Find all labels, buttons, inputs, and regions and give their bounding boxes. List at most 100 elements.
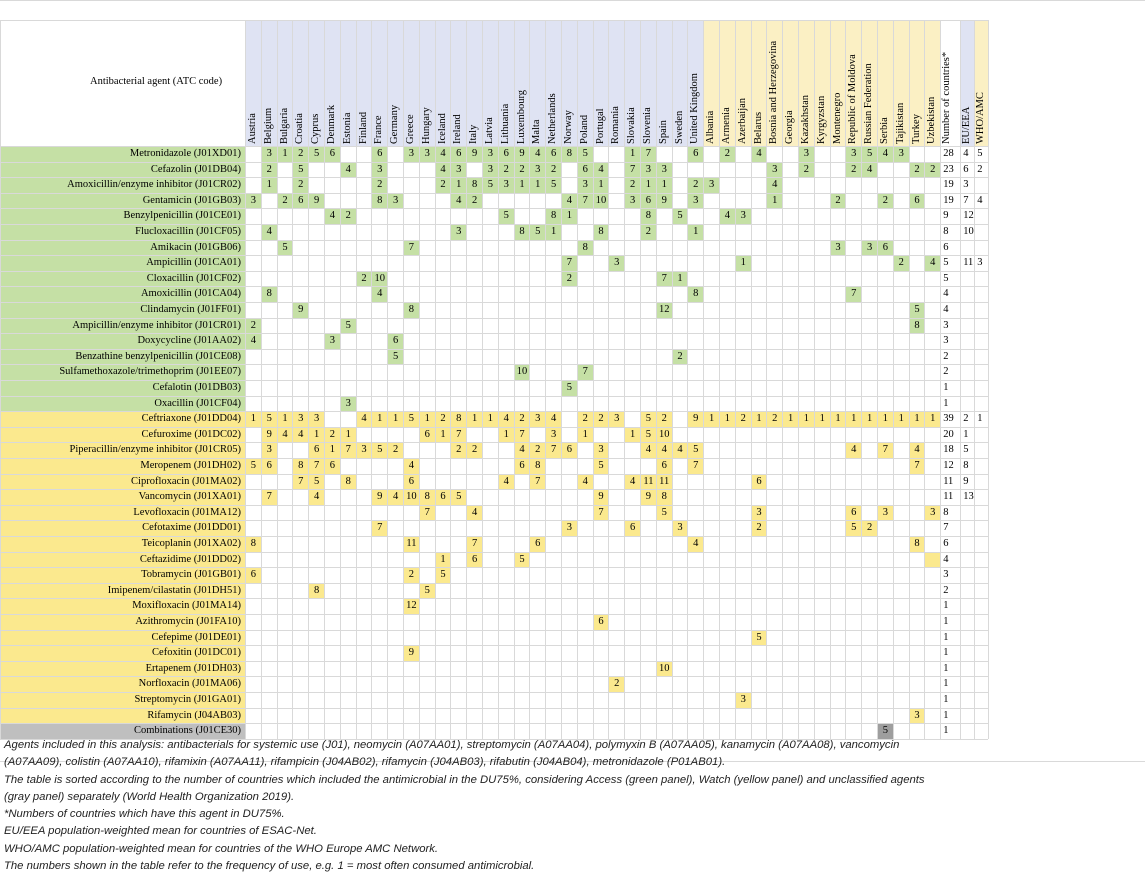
- table-cell: 4: [498, 412, 514, 427]
- table-cell: 1: [625, 427, 640, 443]
- row-label: Piperacillin/enzyme inhibitor (J01CR05): [69, 444, 241, 456]
- grid-line-v: [576, 20, 578, 739]
- who-amc-cell: 5: [977, 148, 983, 159]
- column-header-country: Romania: [610, 106, 622, 144]
- who-amc-cell: [975, 303, 988, 318]
- table-cell: 3: [925, 505, 941, 521]
- table-cell: 5: [404, 412, 419, 427]
- who-amc-cell: [975, 615, 988, 630]
- count-cell: 1: [943, 631, 949, 643]
- table-cell: 3: [451, 162, 467, 178]
- column-header-country: Germany: [389, 104, 401, 144]
- who-amc-cell: [975, 287, 988, 302]
- table-cell: 3: [404, 147, 419, 162]
- grid-line-v: [0, 20, 1, 739]
- table-cell: 4: [514, 443, 530, 458]
- table-cell: 6: [451, 147, 467, 162]
- row-label-bg: [0, 598, 245, 614]
- row-label-bg: [0, 317, 245, 334]
- grid-line-h: [0, 395, 989, 397]
- table-cell: 1: [435, 552, 451, 568]
- row-label: Ampicillin/enzyme inhibitor (J01CR01): [72, 319, 241, 331]
- table-cell: 1: [435, 427, 451, 443]
- table-cell: 6: [656, 459, 672, 474]
- column-header-country: Montenegro: [831, 92, 843, 144]
- grid-line-v: [908, 20, 910, 739]
- table-cell: 1: [767, 193, 783, 209]
- table-cell: 9: [641, 490, 656, 505]
- who-amc-cell: [975, 490, 988, 505]
- who-amc-cell: [975, 178, 988, 193]
- row-label-bg: [0, 660, 245, 677]
- eu-eea-cell: 9: [963, 475, 969, 487]
- table-cell: 8: [546, 209, 561, 224]
- row-label: Tobramycin (J01GB01): [141, 569, 241, 581]
- grid-line-h: [0, 333, 989, 335]
- column-header-country: Sweden: [673, 110, 685, 144]
- row-label-bg: [0, 192, 245, 209]
- row-label-bg: [0, 458, 245, 474]
- table-cell: 3: [261, 147, 277, 162]
- table-cell: 1: [704, 412, 719, 427]
- eu-eea-cell: 7: [963, 194, 969, 206]
- table-cell: 6: [878, 240, 893, 256]
- table-cell: 7: [688, 459, 704, 474]
- grid-line-v: [592, 20, 594, 739]
- grid-line-h: [0, 645, 989, 647]
- table-cell: 8: [309, 583, 324, 599]
- column-header-country: Kyrgyzstan: [815, 95, 827, 144]
- table-cell: 1: [419, 412, 435, 427]
- count-cell: 4: [943, 288, 949, 300]
- row-label-bg: [0, 551, 245, 568]
- row-label-bg: [0, 348, 245, 365]
- table-cell: 4: [498, 474, 514, 490]
- who-amc-cell: [975, 537, 988, 552]
- table-cell: 12: [656, 303, 672, 318]
- column-header-country: Albania: [705, 110, 717, 144]
- count-cell: 1: [943, 725, 949, 737]
- table-cell: 4: [435, 162, 451, 178]
- table-cell: 1: [783, 412, 798, 427]
- note-line: (A07AA09), colistin (A07AA10), rifamixin…: [4, 756, 726, 769]
- row-label: Amoxicillin (J01CA04): [140, 288, 241, 300]
- row-label-bg: [0, 255, 245, 271]
- grid-line-h: [0, 614, 989, 615]
- table-cell: 7: [309, 459, 324, 474]
- table-cell: 4: [435, 147, 451, 162]
- table-cell: 1: [246, 412, 261, 427]
- count-cell: 39: [943, 413, 954, 425]
- table-cell: 1: [925, 412, 941, 427]
- who-amc-cell: [975, 677, 988, 692]
- table-cell: 5: [451, 490, 467, 505]
- table-cell: 4: [546, 412, 561, 427]
- row-label-bg: [0, 426, 245, 443]
- row-label: Cefuroxime (J01DC02): [141, 428, 241, 440]
- table-cell: 4: [277, 427, 293, 443]
- table-cell: 4: [625, 474, 640, 490]
- table-cell: 3: [688, 193, 704, 209]
- table-cell: 11: [404, 537, 419, 552]
- row-label: Cefotaxime (J01DD01): [142, 522, 241, 534]
- who-amc-cell: [975, 225, 988, 240]
- note-line: Agents included in this analysis: antiba…: [4, 739, 900, 751]
- who-amc-cell: [975, 662, 988, 677]
- table-cell: 4: [451, 193, 467, 209]
- grid-line-v: [561, 20, 562, 739]
- count-cell: 2: [943, 584, 949, 596]
- table-cell: 3: [246, 193, 261, 209]
- table-cell: 7: [261, 490, 277, 505]
- column-header-country: Luxembourg: [515, 89, 527, 144]
- table-cell: 3: [562, 521, 577, 536]
- count-cell: 8: [943, 506, 949, 518]
- eu-eea-cell: [961, 677, 974, 692]
- eu-summary-header-panel: [960, 20, 975, 146]
- table-cell: 1: [451, 178, 467, 193]
- table-cell: 2: [340, 209, 356, 224]
- column-header-country: Malta: [531, 119, 543, 145]
- count-cell: 18: [943, 444, 954, 456]
- table-cell: 3: [483, 147, 498, 162]
- row-label: Metronidazole (J01XD01): [129, 148, 241, 159]
- eu-eea-cell: [961, 365, 974, 380]
- table-cell: 3: [293, 412, 309, 427]
- grid-line-h: [0, 473, 989, 475]
